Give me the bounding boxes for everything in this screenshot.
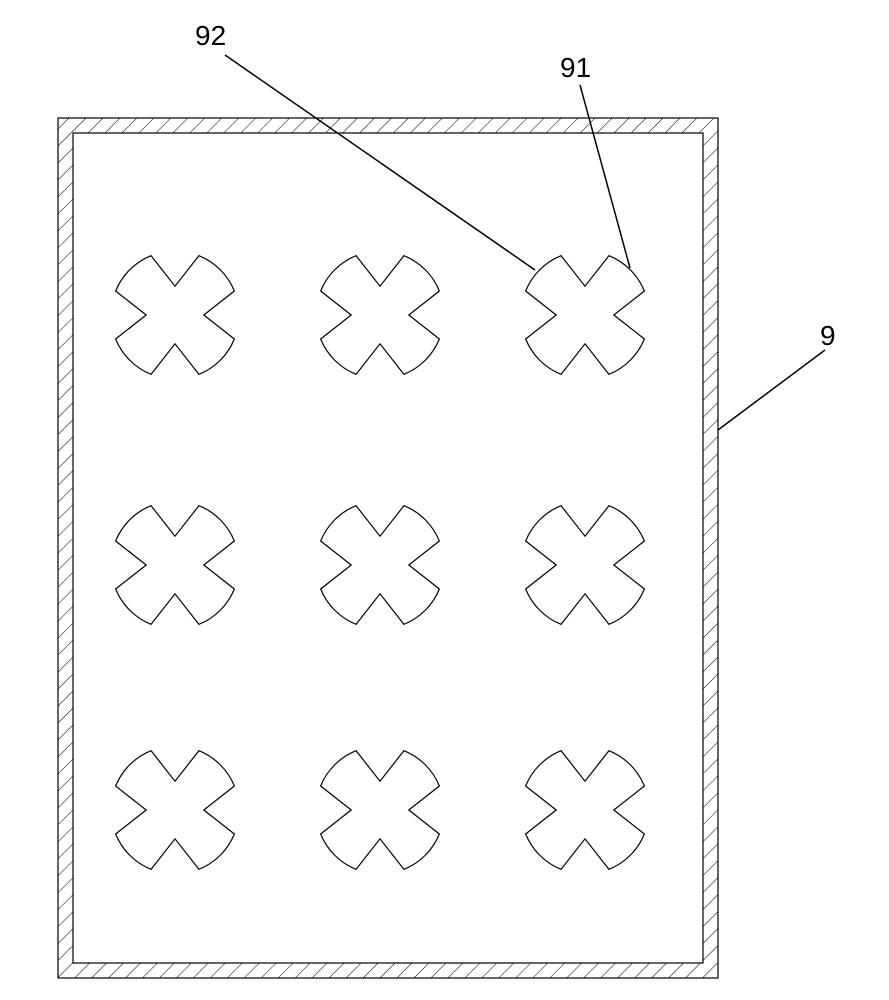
label-9: 9	[820, 320, 836, 352]
label-91: 91	[560, 52, 591, 84]
frame-inner	[73, 133, 703, 963]
label-9-leader	[718, 350, 825, 430]
label-92: 92	[195, 20, 226, 52]
diagram-svg	[0, 0, 889, 1000]
diagram-root: 92 91 9	[0, 0, 889, 1000]
